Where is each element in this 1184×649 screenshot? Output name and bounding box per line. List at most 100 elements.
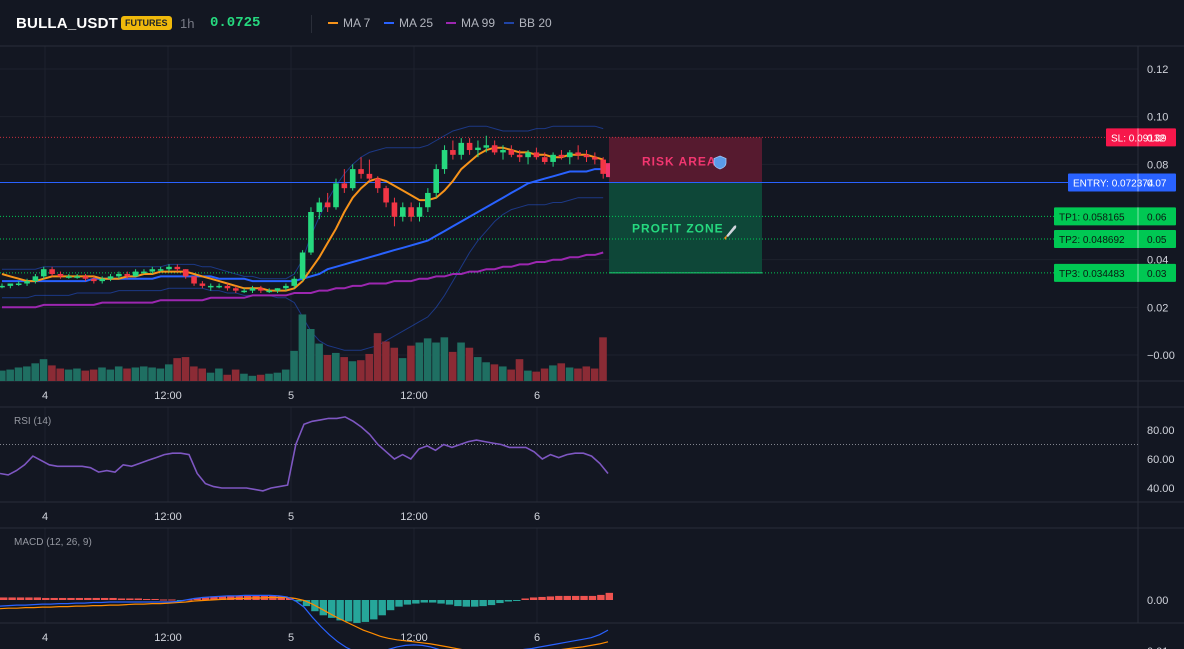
timeframe-selector[interactable]: 1h xyxy=(180,16,195,31)
rsi-tick-label: 80.00 xyxy=(1147,425,1175,437)
candle-body xyxy=(24,281,30,284)
macd-histogram-bar xyxy=(370,600,378,620)
volume-bar xyxy=(290,350,298,381)
macd-histogram-bar xyxy=(319,600,328,616)
candle-body xyxy=(283,285,289,289)
volume-bar xyxy=(332,352,340,381)
legend-ma99[interactable]: MA 99 xyxy=(446,16,495,30)
time-tick-label: 5 xyxy=(288,511,294,523)
volume-bar xyxy=(14,367,23,381)
volume-bar xyxy=(507,369,515,381)
legend-bb20[interactable]: BB 20 xyxy=(504,16,552,30)
macd-histogram-bar xyxy=(33,597,42,600)
volume-bar xyxy=(423,338,432,381)
level-tag-bg xyxy=(1054,263,1176,282)
symbol-name[interactable]: BULLA_USDT xyxy=(16,15,118,32)
candle-body xyxy=(258,288,264,291)
macd-histogram-bar xyxy=(50,597,58,600)
macd-histogram-bar xyxy=(361,600,370,622)
macd-histogram-bar xyxy=(479,600,487,607)
candle-body xyxy=(15,283,22,285)
time-tick-label: 6 xyxy=(534,632,540,644)
candle-body xyxy=(541,157,548,162)
candle-body xyxy=(116,273,122,277)
candle-body xyxy=(567,152,573,158)
candle-body xyxy=(416,207,423,217)
volume-bar xyxy=(73,368,81,381)
time-tick-label: 12:00 xyxy=(400,511,428,523)
time-tick-label: 12:00 xyxy=(400,390,428,402)
bb20-swatch xyxy=(504,22,514,24)
futures-badge: FUTURES xyxy=(121,16,172,30)
macd-histogram-bar xyxy=(386,600,395,611)
volume-bar xyxy=(590,368,599,381)
legend-ma7[interactable]: MA 7 xyxy=(328,16,370,30)
price-axis[interactable]: 0.12 0.10 0.08 0.04 0.02 −0.00 80.00 60.00 40.00… xyxy=(1147,64,1175,649)
time-tick-label: 4 xyxy=(42,390,48,402)
volume-bar xyxy=(48,365,56,381)
candle-body xyxy=(174,266,181,270)
candle-body xyxy=(182,269,189,277)
candle-body xyxy=(558,154,565,158)
volume-bar xyxy=(156,368,165,381)
macd-histogram-bar xyxy=(210,596,218,600)
ma7-label: MA 7 xyxy=(343,16,371,30)
candle-body xyxy=(600,159,606,174)
legend-ma25[interactable]: MA 25 xyxy=(384,16,433,30)
time-tick-label: 12:00 xyxy=(154,632,182,644)
candle-body xyxy=(516,154,523,158)
ma7-swatch xyxy=(328,22,338,24)
macd-title: MACD (12, 26, 9) xyxy=(14,537,92,548)
candle-body xyxy=(233,288,239,291)
macd-tick-label: 0.00 xyxy=(1147,595,1168,607)
candle-body xyxy=(508,150,515,155)
volume-bar xyxy=(281,369,290,381)
volume-bar xyxy=(240,373,248,381)
macd-histogram-bar xyxy=(134,598,142,600)
candle-body xyxy=(583,154,590,158)
macd-histogram-bar xyxy=(445,600,454,605)
candle-body xyxy=(207,285,214,288)
rocket-body xyxy=(726,225,737,237)
candlesticks xyxy=(0,135,606,294)
volume-bar xyxy=(89,369,98,381)
volume-bar xyxy=(582,366,591,381)
candle-body xyxy=(383,188,389,203)
level-tag-label: TP1: 0.058165 xyxy=(1059,212,1125,223)
macd-tick-label: 0.01 xyxy=(1147,646,1168,649)
macd-histogram-bar xyxy=(277,596,285,600)
macd-histogram-bar xyxy=(428,600,437,603)
volume-bar xyxy=(557,363,566,381)
macd-histogram-bar xyxy=(0,597,8,600)
time-tick-label: 6 xyxy=(534,390,540,402)
macd-signal-line xyxy=(0,596,609,649)
macd-histogram-bar xyxy=(168,599,176,601)
volume-bar xyxy=(123,368,131,381)
volume-bar xyxy=(206,372,215,381)
shield-icon xyxy=(713,155,727,170)
macd-histogram-bar xyxy=(571,595,580,600)
macd-histogram-bar xyxy=(142,598,151,600)
candle-body xyxy=(40,269,47,277)
candle-body xyxy=(66,276,72,278)
macd-histogram-bar xyxy=(294,600,302,602)
candle-body xyxy=(166,266,172,270)
level-tag-bg xyxy=(1054,207,1176,226)
candle-body xyxy=(450,150,456,155)
volume-bar xyxy=(181,357,190,381)
macd-histogram-bar xyxy=(555,595,563,600)
chart-header: BULLA_USDT FUTURES 1h 0.0725 MA 7 MA 25 … xyxy=(0,0,1184,46)
volume-bar xyxy=(482,362,490,381)
macd-histogram-bar xyxy=(151,598,159,600)
candle-body xyxy=(575,152,581,155)
level-tag-label: TP3: 0.034483 xyxy=(1059,269,1125,280)
risk-area-label: RISK AREA xyxy=(642,154,717,168)
volume-bar xyxy=(165,364,173,381)
ma99-line xyxy=(2,251,604,309)
volume-bar xyxy=(306,329,315,381)
profit-zone xyxy=(609,182,762,273)
candle-body xyxy=(433,169,439,193)
candle-body xyxy=(249,288,256,291)
